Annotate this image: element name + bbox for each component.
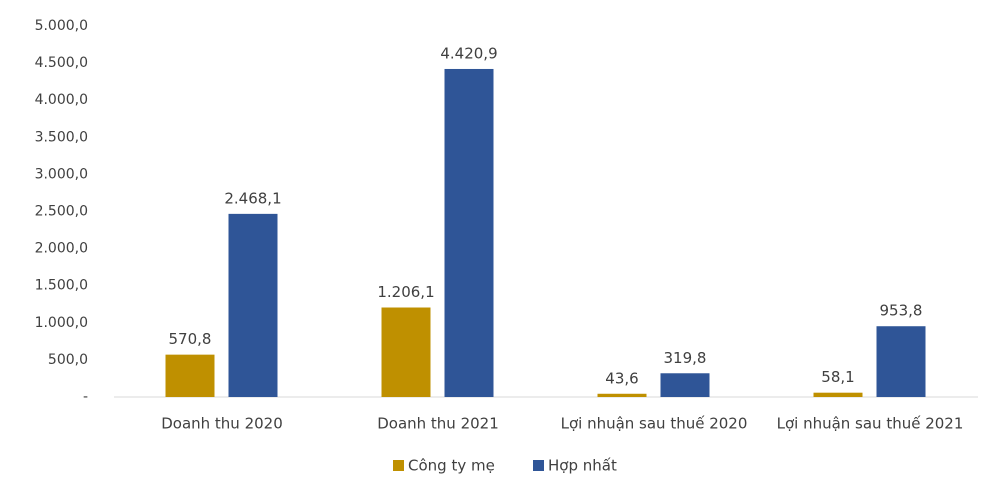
bar — [813, 392, 863, 397]
y-tick-label: 5.000,0 — [35, 18, 88, 34]
bar — [597, 393, 647, 397]
y-tick-label: 3.500,0 — [35, 129, 88, 145]
y-tick-label: 500,0 — [48, 352, 88, 368]
legend-label: Hợp nhất — [548, 457, 617, 475]
y-tick-label: 3.000,0 — [35, 166, 88, 182]
x-tick-label: Lợi nhuận sau thuế 2021 — [777, 415, 964, 433]
bar — [660, 373, 710, 397]
legend-label: Công ty mẹ — [408, 457, 495, 475]
y-tick-label: 4.500,0 — [35, 55, 88, 71]
value-label: 319,8 — [664, 349, 707, 367]
value-label: 4.420,9 — [440, 44, 497, 62]
y-tick-label: 1.500,0 — [35, 278, 88, 294]
y-tick-label: 2.500,0 — [35, 204, 88, 220]
x-tick-label: Doanh thu 2021 — [377, 415, 499, 433]
x-tick-label: Doanh thu 2020 — [161, 415, 283, 433]
value-label: 2.468,1 — [224, 189, 281, 207]
legend-swatch — [533, 460, 544, 471]
bar — [228, 213, 278, 397]
y-tick-label: 1.000,0 — [35, 315, 88, 331]
y-tick-label: - — [83, 389, 88, 405]
value-label: 953,8 — [880, 302, 923, 320]
value-label: 43,6 — [605, 369, 638, 387]
legend-swatch — [393, 460, 404, 471]
bar — [444, 68, 494, 397]
bar — [381, 307, 431, 397]
y-tick-label: 2.000,0 — [35, 241, 88, 257]
value-label: 1.206,1 — [377, 283, 434, 301]
x-tick-label: Lợi nhuận sau thuế 2020 — [561, 415, 748, 433]
y-tick-label: 4.000,0 — [35, 92, 88, 108]
bar — [165, 354, 215, 397]
bar — [876, 326, 926, 397]
value-label: 570,8 — [169, 330, 212, 348]
value-label: 58,1 — [821, 368, 854, 386]
